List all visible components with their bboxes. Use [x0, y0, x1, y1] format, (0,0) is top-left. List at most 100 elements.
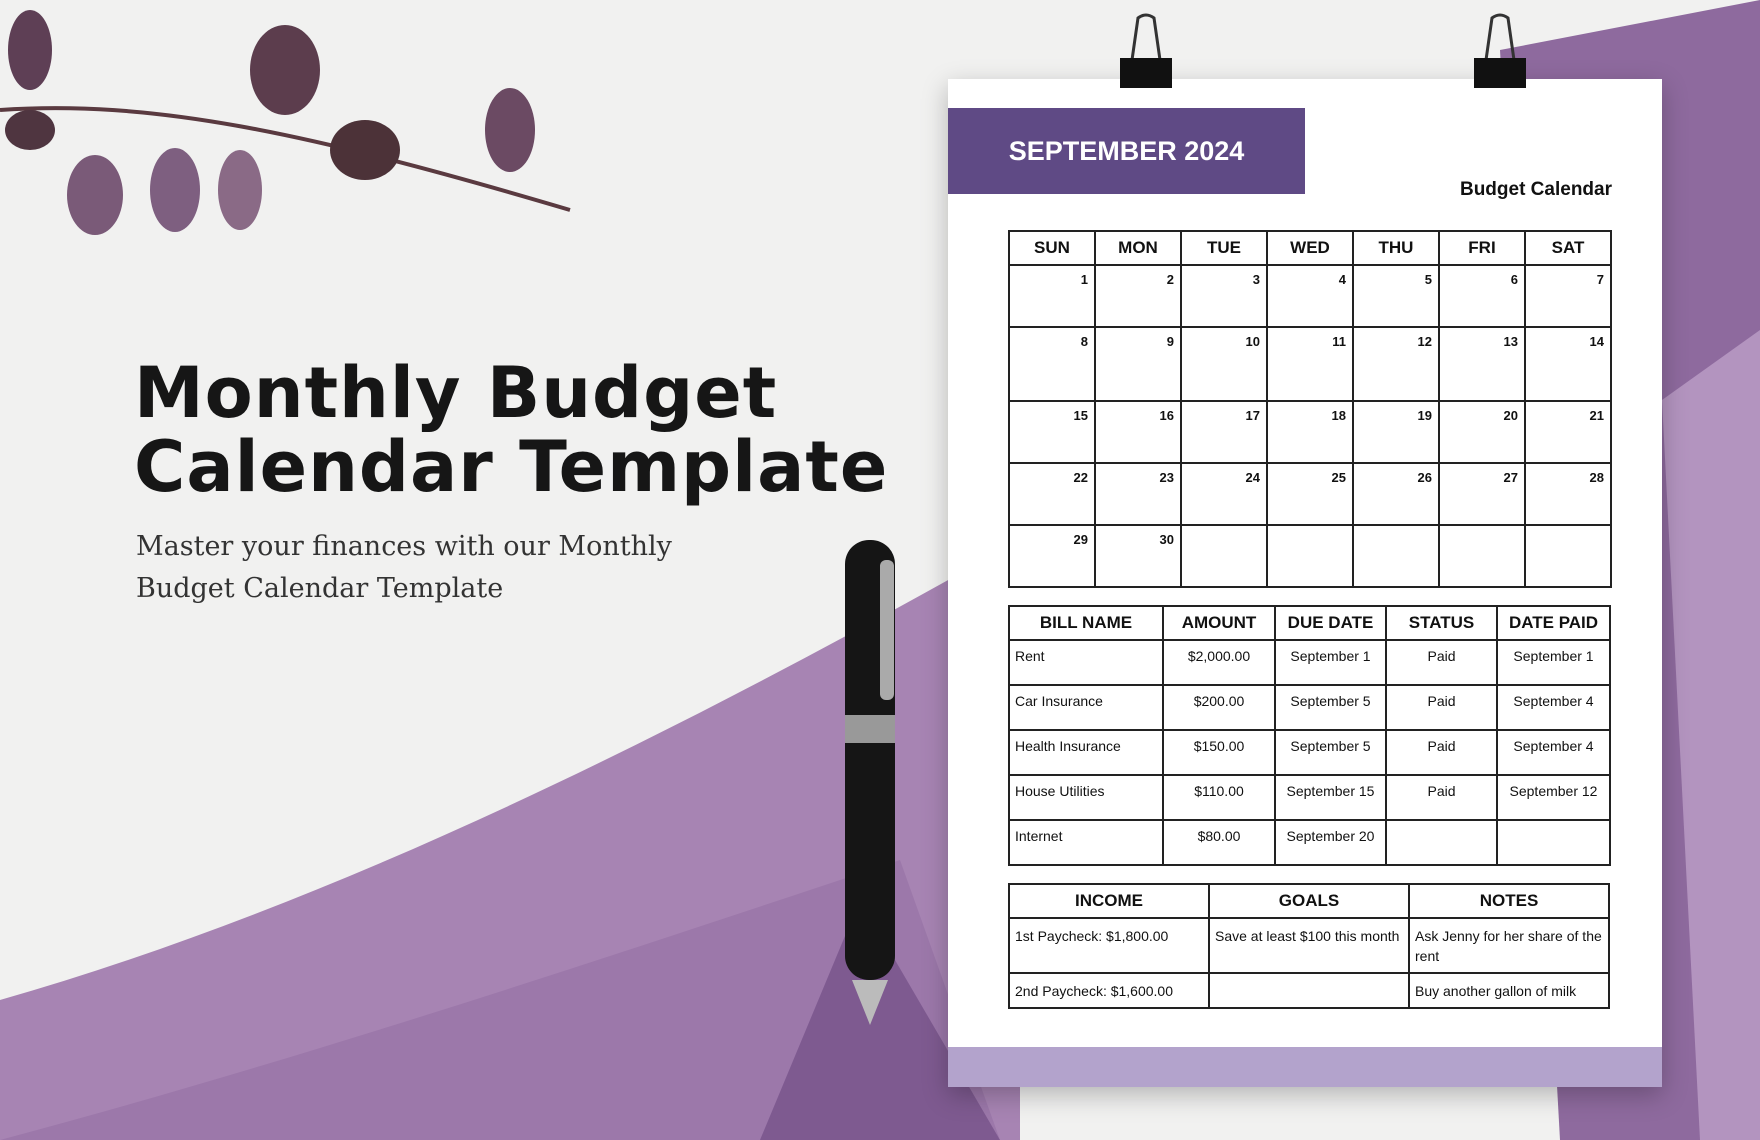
calendar-day-cell: 2 [1094, 264, 1182, 328]
table-row: 1st Paycheck: $1,800.00 Save at least $10… [1008, 917, 1610, 974]
calendar-week: 8 9 10 11 12 13 14 [1008, 326, 1612, 402]
calendar-day-cell: 9 [1094, 326, 1182, 402]
weekday-header: SUN [1008, 230, 1096, 266]
weekday-header: TUE [1180, 230, 1268, 266]
bill-cell: September 1 [1496, 639, 1611, 686]
purple-curve-shape-dark [0, 860, 1000, 1140]
month-banner: SEPTEMBER 2024 [948, 108, 1305, 194]
bill-cell: Paid [1385, 729, 1498, 776]
calendar-day-cell [1266, 524, 1354, 588]
weekday-header: MON [1094, 230, 1182, 266]
calendar-week: 15 16 17 18 19 20 21 [1008, 400, 1612, 464]
bill-column-header: BILL NAME [1008, 605, 1164, 641]
calendar-day-cell: 19 [1352, 400, 1440, 464]
calendar-day-cell: 27 [1438, 462, 1526, 526]
bill-cell: Paid [1385, 639, 1498, 686]
table-row: Internet $80.00 September 20 [1008, 819, 1611, 866]
summary-column-header: GOALS [1208, 883, 1410, 919]
table-row: House Utilities $110.00 September 15 Paid Se… [1008, 774, 1611, 821]
table-row: Health Insurance $150.00 September 5 Paid Se… [1008, 729, 1611, 776]
table-row: 2nd Paycheck: $1,600.00 Buy another gallo… [1008, 972, 1610, 1009]
purple-right-shape-light [1662, 330, 1760, 1140]
bills-table: BILL NAME AMOUNT DUE DATE STATUS DATE PAID R… [1008, 605, 1611, 866]
summary-column-header: NOTES [1408, 883, 1610, 919]
weekday-header: THU [1352, 230, 1440, 266]
bill-column-header: DUE DATE [1274, 605, 1387, 641]
footer-band [948, 1047, 1662, 1087]
calendar-day-cell: 12 [1352, 326, 1440, 402]
bill-cell: $2,000.00 [1162, 639, 1276, 686]
bill-cell: September 15 [1274, 774, 1387, 821]
calendar-day-cell: 4 [1266, 264, 1354, 328]
calendar-day-cell: 11 [1266, 326, 1354, 402]
calendar-day-cell: 8 [1008, 326, 1096, 402]
hero-title-line: Monthly Budget [134, 352, 778, 434]
calendar-day-cell: 26 [1352, 462, 1440, 526]
calendar-day-cell: 23 [1094, 462, 1182, 526]
summary-column-header: INCOME [1008, 883, 1210, 919]
bill-column-header: DATE PAID [1496, 605, 1611, 641]
calendar-day-cell: 7 [1524, 264, 1612, 328]
summary-cell: 1st Paycheck: $1,800.00 [1008, 917, 1210, 974]
calendar-week: 29 30 [1008, 524, 1612, 588]
summary-cell [1208, 972, 1410, 1009]
bill-cell: Health Insurance [1008, 729, 1164, 776]
bill-cell: $80.00 [1162, 819, 1276, 866]
calendar-day-cell: 16 [1094, 400, 1182, 464]
hero-title-line: Calendar Template [134, 426, 889, 508]
bill-cell: Internet [1008, 819, 1164, 866]
purple-bottom-shape [760, 900, 1000, 1140]
calendar-day-cell: 1 [1008, 264, 1096, 328]
calendar-day-cell: 3 [1180, 264, 1268, 328]
bill-column-header: STATUS [1385, 605, 1498, 641]
bill-cell: September 12 [1496, 774, 1611, 821]
pen-icon [845, 540, 895, 1025]
bill-cell [1496, 819, 1611, 866]
bill-cell: Paid [1385, 684, 1498, 731]
eucalyptus-branch-icon [0, 10, 571, 235]
binder-clip-icon [1120, 13, 1172, 88]
bill-cell: September 20 [1274, 819, 1387, 866]
income-goals-notes-table: INCOME GOALS NOTES 1st Paycheck: $1,800.00… [1008, 883, 1610, 1009]
calendar-day-cell [1524, 524, 1612, 588]
bill-cell: September 4 [1496, 729, 1611, 776]
document-subtitle: Budget Calendar [1459, 179, 1612, 200]
weekday-header: SAT [1524, 230, 1612, 266]
calendar-day-cell: 30 [1094, 524, 1182, 588]
summary-cell: Buy another gallon of milk [1408, 972, 1610, 1009]
binder-clip-icon [1474, 13, 1526, 88]
calendar-day-cell [1438, 524, 1526, 588]
calendar-day-cell: 10 [1180, 326, 1268, 402]
bill-cell: September 4 [1496, 684, 1611, 731]
calendar-day-cell: 6 [1438, 264, 1526, 328]
bill-cell: Car Insurance [1008, 684, 1164, 731]
calendar-day-cell: 29 [1008, 524, 1096, 588]
calendar-day-cell: 28 [1524, 462, 1612, 526]
table-row: Car Insurance $200.00 September 5 Paid Septe… [1008, 684, 1611, 731]
weekday-header: WED [1266, 230, 1354, 266]
bill-cell: Paid [1385, 774, 1498, 821]
bill-cell: $150.00 [1162, 729, 1276, 776]
bill-cell [1385, 819, 1498, 866]
summary-cell: Save at least $100 this month [1208, 917, 1410, 974]
hero-title: Monthly Budget Calendar Template [134, 356, 888, 504]
bill-cell: $200.00 [1162, 684, 1276, 731]
bill-cell: Rent [1008, 639, 1164, 686]
bill-cell: $110.00 [1162, 774, 1276, 821]
table-row: Rent $2,000.00 September 1 Paid September 1 [1008, 639, 1611, 686]
budget-calendar-document: SEPTEMBER 2024 Budget Calendar SUN MON TUE… [948, 79, 1662, 1087]
calendar-day-cell: 13 [1438, 326, 1526, 402]
calendar-day-cell: 25 [1266, 462, 1354, 526]
summary-cell: 2nd Paycheck: $1,600.00 [1008, 972, 1210, 1009]
calendar-day-cell: 17 [1180, 400, 1268, 464]
calendar-day-cell [1180, 524, 1268, 588]
summary-cell: Ask Jenny for her share of the rent [1408, 917, 1610, 974]
bill-cell: September 1 [1274, 639, 1387, 686]
calendar-day-cell: 22 [1008, 462, 1096, 526]
weekday-header: FRI [1438, 230, 1526, 266]
bill-cell: House Utilities [1008, 774, 1164, 821]
calendar-day-cell: 20 [1438, 400, 1526, 464]
bill-cell: September 5 [1274, 729, 1387, 776]
calendar-day-cell [1352, 524, 1440, 588]
